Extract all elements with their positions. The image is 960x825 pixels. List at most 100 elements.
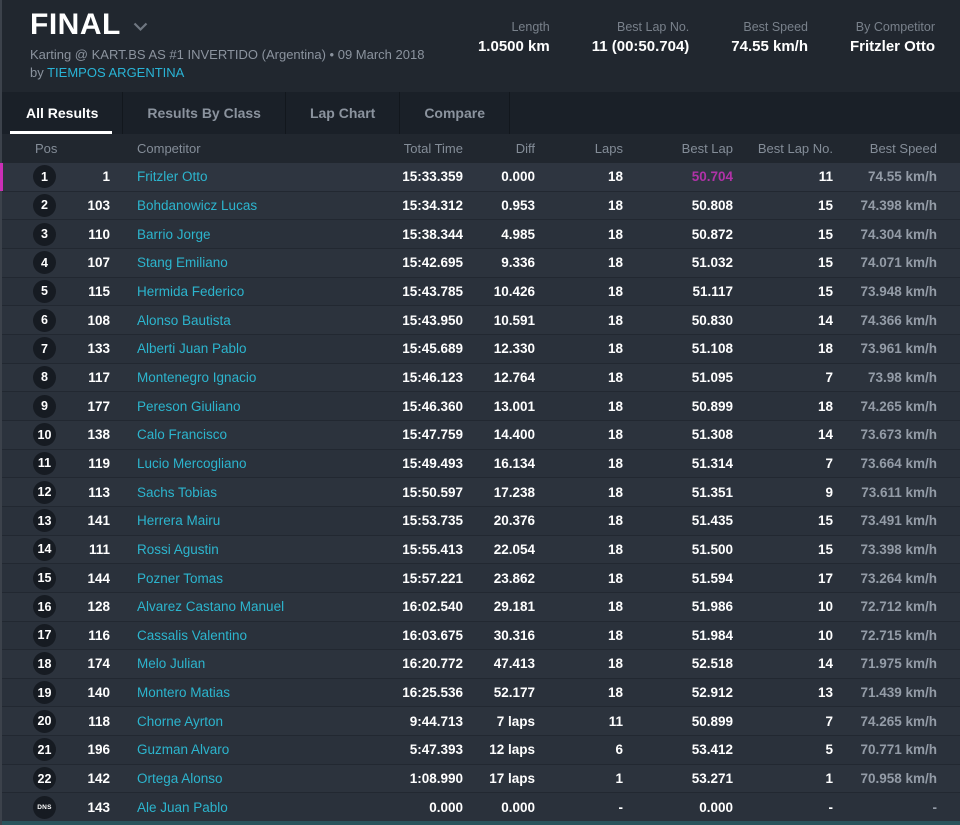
stat-length-label: Length <box>511 20 550 34</box>
kart-number-cell: 103 <box>87 197 110 213</box>
total-time-cell: 15:47.759 <box>402 427 463 443</box>
tab-results-by-class[interactable]: Results By Class <box>123 92 286 134</box>
competitor-link[interactable]: Barrio Jorge <box>137 226 211 242</box>
position-badge: 18 <box>33 652 56 676</box>
competitor-link[interactable]: Herrera Mairu <box>137 513 221 529</box>
kart-number-cell: 143 <box>87 799 110 815</box>
competitor-link[interactable]: Alonso Bautista <box>137 312 231 328</box>
table-row: 9 177 Pereson Giuliano 15:46.360 13.001 … <box>2 391 960 420</box>
col-header-best-lap: Best Lap <box>681 141 733 156</box>
col-header-pos: Pos <box>35 141 58 156</box>
kart-number-cell: 196 <box>87 742 110 758</box>
position-badge: 11 <box>33 451 56 475</box>
page-title: FINAL <box>30 8 121 41</box>
stat-best-lap-no-label: Best Lap No. <box>617 20 690 34</box>
table-row: DNS 143 Ale Juan Pablo 0.000 0.000 - 0.0… <box>2 792 960 822</box>
competitor-link[interactable]: Chorne Ayrton <box>137 713 224 729</box>
best-lap-no-cell: 10 <box>817 627 833 643</box>
competitor-link[interactable]: Stang Emiliano <box>137 255 228 271</box>
position-badge: 15 <box>33 566 56 590</box>
competitor-link[interactable]: Pereson Giuliano <box>137 398 241 414</box>
laps-cell: 18 <box>607 398 623 414</box>
tab-lap-chart[interactable]: Lap Chart <box>286 92 401 134</box>
stat-by-competitor: By Competitor Fritzler Otto <box>850 20 935 92</box>
best-lap-cell: 50.899 <box>691 398 733 414</box>
stat-length: Length 1.0500 km <box>478 20 550 92</box>
competitor-link[interactable]: Fritzler Otto <box>137 169 208 185</box>
total-time-cell: 15:42.695 <box>402 255 463 271</box>
competitor-link[interactable]: Rossi Agustin <box>137 541 219 557</box>
position-badge: 7 <box>33 337 56 361</box>
position-cell: 16 <box>2 595 72 619</box>
diff-cell: 4.985 <box>501 226 535 242</box>
diff-cell: 12.764 <box>493 369 535 385</box>
total-time-cell: 15:34.312 <box>402 197 463 213</box>
tab-all-results[interactable]: All Results <box>2 92 124 134</box>
competitor-link[interactable]: Bohdanowicz Lucas <box>137 197 258 213</box>
best-lap-no-cell: 15 <box>817 226 833 242</box>
position-cell: 11 <box>2 451 72 475</box>
results-table: Pos Competitor Total Time Diff Laps Best… <box>0 134 960 822</box>
position-badge: 6 <box>33 308 56 332</box>
best-lap-no-cell: 18 <box>817 341 833 357</box>
kart-number-cell: 108 <box>87 312 110 328</box>
position-cell: 21 <box>2 738 72 762</box>
diff-cell: 47.413 <box>493 656 535 672</box>
position-cell: 2 <box>2 193 72 217</box>
table-row: 7 133 Alberti Juan Pablo 15:45.689 12.33… <box>2 333 960 363</box>
competitor-link[interactable]: Pozner Tomas <box>137 570 224 586</box>
best-speed-cell: 74.265 km/h <box>860 713 937 729</box>
diff-cell: 20.376 <box>493 513 535 529</box>
best-speed-cell: 73.673 km/h <box>860 427 937 443</box>
total-time-cell: 16:02.540 <box>402 599 463 615</box>
kart-number-cell: 144 <box>87 570 110 586</box>
competitor-link[interactable]: Montero Matias <box>137 685 231 701</box>
tab-compare[interactable]: Compare <box>400 92 510 134</box>
diff-cell: 12.330 <box>493 341 535 357</box>
competitor-link[interactable]: Alvarez Castano Manuel <box>137 599 285 615</box>
competitor-link[interactable]: Hermida Federico <box>137 283 245 299</box>
position-cell: 13 <box>2 509 72 533</box>
competitor-link[interactable]: Sachs Tobias <box>137 484 218 500</box>
timing-provider-link[interactable]: TIEMPOS ARGENTINA <box>47 64 185 80</box>
best-lap-cell: 53.271 <box>691 771 733 787</box>
chevron-down-icon[interactable] <box>133 19 148 37</box>
table-row: 4 107 Stang Emiliano 15:42.695 9.336 18 … <box>2 247 960 277</box>
diff-cell: 17.238 <box>493 484 535 500</box>
best-lap-cell: 51.308 <box>691 427 733 443</box>
stat-best-speed-value: 74.55 km/h <box>731 38 808 55</box>
competitor-link[interactable]: Cassalis Valentino <box>137 627 248 643</box>
total-time-cell: 15:43.785 <box>402 283 463 299</box>
diff-cell: 22.054 <box>493 541 535 557</box>
laps-cell: 18 <box>607 599 623 615</box>
best-lap-no-cell: 17 <box>817 570 833 586</box>
total-time-cell: 1:08.990 <box>409 771 463 787</box>
competitor-link[interactable]: Calo Francisco <box>137 427 228 443</box>
total-time-cell: 16:25.536 <box>402 685 463 701</box>
competitor-link[interactable]: Melo Julian <box>137 656 206 672</box>
competitor-link[interactable]: Ale Juan Pablo <box>137 799 228 815</box>
diff-cell: 12 laps <box>489 742 535 758</box>
results-table-header: Pos Competitor Total Time Diff Laps Best… <box>2 134 960 163</box>
position-cell: 6 <box>2 308 72 332</box>
competitor-link[interactable]: Lucio Mercogliano <box>137 455 247 471</box>
position-badge: 3 <box>33 222 56 246</box>
laps-cell: 18 <box>607 312 623 328</box>
competitor-link[interactable]: Ortega Alonso <box>137 771 223 787</box>
position-badge: 2 <box>33 193 56 217</box>
diff-cell: 0.953 <box>501 197 535 213</box>
position-cell: 4 <box>2 251 72 275</box>
competitor-link[interactable]: Montenegro Ignacio <box>137 369 257 385</box>
kart-number-cell: 141 <box>87 513 110 529</box>
kart-number-cell: 174 <box>87 656 110 672</box>
laps-cell: 18 <box>607 341 623 357</box>
best-speed-cell: 71.439 km/h <box>860 685 937 701</box>
position-badge: DNS <box>33 795 56 819</box>
best-speed-cell: 74.366 km/h <box>860 312 937 328</box>
position-cell: 3 <box>2 222 72 246</box>
diff-cell: 7 laps <box>496 713 535 729</box>
competitor-link[interactable]: Guzman Alvaro <box>137 742 230 758</box>
competitor-link[interactable]: Alberti Juan Pablo <box>137 341 247 357</box>
best-lap-no-cell: 10 <box>817 599 833 615</box>
kart-number-cell: 117 <box>88 369 110 385</box>
